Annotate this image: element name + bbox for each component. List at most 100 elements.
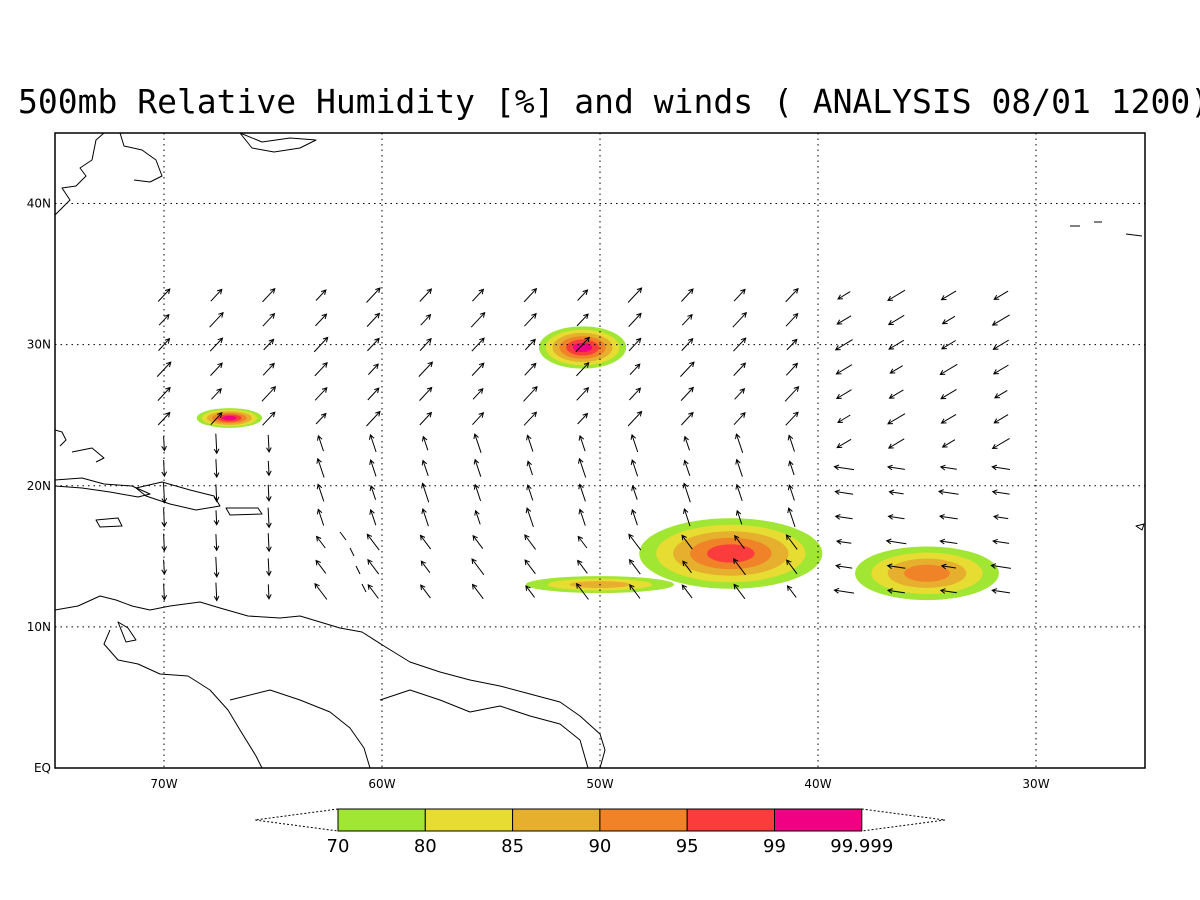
wind-vector xyxy=(471,558,485,576)
wind-vector xyxy=(682,560,692,573)
wind-vector xyxy=(681,313,693,326)
wind-vector xyxy=(732,311,748,328)
wind-vector xyxy=(524,312,537,327)
humidity-layer xyxy=(196,326,999,601)
wind-vector xyxy=(991,314,1010,326)
wind-vector xyxy=(523,287,538,303)
wind-vector xyxy=(627,287,643,303)
wind-vector xyxy=(419,411,433,426)
latitude-tick-label: 10N xyxy=(27,620,51,634)
wind-vector xyxy=(315,559,327,574)
legend-swatch xyxy=(337,808,426,832)
coastline xyxy=(103,629,263,768)
wind-vector xyxy=(577,289,589,301)
coastline xyxy=(55,477,151,498)
wind-vector xyxy=(834,489,854,495)
wind-vector xyxy=(994,389,1008,399)
wind-vector xyxy=(577,559,588,574)
wind-vector xyxy=(887,413,906,425)
wind-vector xyxy=(735,509,743,525)
wind-vector xyxy=(680,386,695,401)
wind-vector xyxy=(366,410,381,427)
wind-vector xyxy=(785,534,798,550)
wind-vector xyxy=(888,489,904,496)
wind-vector xyxy=(161,436,167,452)
legend-swatch xyxy=(512,808,601,832)
coastline xyxy=(229,689,371,768)
coastline xyxy=(1135,523,1145,531)
wind-vector xyxy=(734,534,745,549)
legend-level-label: 80 xyxy=(414,836,437,857)
wind-vector xyxy=(421,435,429,451)
wind-vector xyxy=(628,312,642,327)
wind-vector xyxy=(213,484,220,503)
wind-vector xyxy=(266,507,272,529)
wind-vector xyxy=(314,387,328,401)
wind-vector xyxy=(682,482,691,503)
wind-vector xyxy=(991,437,1010,450)
legend-arrow-right xyxy=(861,808,946,832)
wind-vector xyxy=(578,483,586,502)
latitude-tick-label: 30N xyxy=(27,338,51,352)
wind-vector xyxy=(681,411,694,426)
wind-vector xyxy=(628,558,641,575)
wind-vector xyxy=(418,361,434,377)
wind-vector xyxy=(834,514,853,520)
wind-vector xyxy=(835,563,853,570)
wind-vector xyxy=(991,464,1011,471)
wind-vector xyxy=(420,584,431,599)
legend-level-label: 90 xyxy=(588,836,611,857)
wind-vector xyxy=(836,438,852,449)
wind-vector xyxy=(266,558,272,577)
wind-vector xyxy=(836,315,852,325)
wind-vector xyxy=(266,533,272,553)
wind-vector xyxy=(524,362,537,376)
wind-vector xyxy=(888,339,905,350)
wind-vector xyxy=(887,289,906,301)
wind-vector xyxy=(683,508,691,527)
wind-vector xyxy=(886,464,905,471)
wind-vector xyxy=(577,535,588,549)
wind-vector xyxy=(526,434,534,452)
wind-vector xyxy=(576,387,590,401)
wind-vector xyxy=(941,315,956,325)
wind-vector xyxy=(366,287,381,303)
wind-vector xyxy=(213,556,220,578)
wind-vector xyxy=(213,534,220,552)
wind-vector xyxy=(940,290,957,301)
wind-vector xyxy=(629,363,641,375)
wind-vector xyxy=(733,412,746,426)
wind-vector xyxy=(316,457,325,478)
wind-vector xyxy=(835,389,852,400)
coastline xyxy=(339,531,367,593)
wind-vector xyxy=(262,287,276,303)
legend-level-label: 99.999 xyxy=(830,836,893,857)
map-title: 500mb Relative Humidity [%] and winds ( … xyxy=(18,82,1200,121)
wind-vector xyxy=(472,534,484,549)
wind-vector xyxy=(941,439,956,448)
wind-vector xyxy=(419,337,432,351)
wind-vector xyxy=(993,290,1009,300)
wind-vector xyxy=(990,563,1011,569)
longitude-tick-label: 30W xyxy=(1022,777,1049,791)
gridlines xyxy=(55,133,1145,768)
wind-vector xyxy=(833,587,855,594)
wind-vector xyxy=(525,507,534,528)
plot-area xyxy=(55,133,1145,768)
coastline xyxy=(239,133,317,153)
wind-vector xyxy=(733,583,746,600)
longitude-tick-label: 70W xyxy=(150,777,177,791)
wind-vector xyxy=(627,410,643,427)
wind-vector xyxy=(213,459,220,479)
wind-vector xyxy=(628,533,642,551)
latitude-tick-label: 20N xyxy=(27,479,51,493)
color-legend: 70 80 85 90 95 99 99.999 xyxy=(254,808,946,857)
wind-vector xyxy=(266,434,272,454)
wind-vector xyxy=(369,433,377,453)
wind-vector xyxy=(578,508,586,526)
wind-vector xyxy=(316,483,325,502)
wind-vector xyxy=(472,412,485,426)
wind-vector xyxy=(992,339,1010,350)
legend-swatch xyxy=(686,808,776,832)
wind-vector xyxy=(885,538,907,545)
